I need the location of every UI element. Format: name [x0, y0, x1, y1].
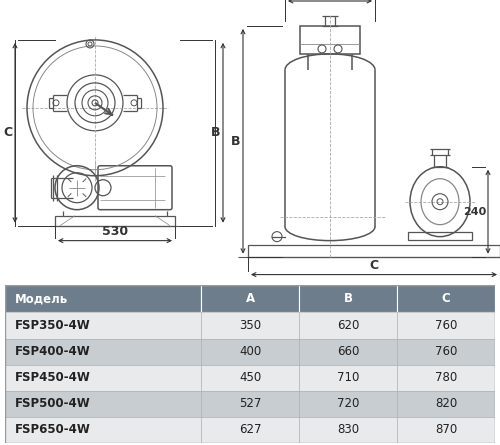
Bar — [397, 391, 495, 417]
Bar — [299, 364, 397, 391]
Text: Модель: Модель — [15, 292, 68, 305]
Text: FSP650-4W: FSP650-4W — [15, 423, 90, 436]
Bar — [397, 285, 495, 312]
Text: 760: 760 — [435, 345, 457, 358]
Text: 240: 240 — [463, 206, 486, 217]
Text: C: C — [370, 259, 378, 271]
Bar — [299, 339, 397, 364]
Bar — [408, 232, 472, 240]
Bar — [201, 417, 299, 443]
Text: FSP400-4W: FSP400-4W — [15, 345, 90, 358]
Bar — [397, 364, 495, 391]
Bar — [397, 312, 495, 339]
Text: 530: 530 — [102, 225, 128, 238]
Bar — [397, 417, 495, 443]
Bar — [5, 285, 201, 312]
Bar — [5, 417, 201, 443]
Bar — [300, 26, 360, 54]
Text: C: C — [3, 126, 12, 139]
Text: FSP350-4W: FSP350-4W — [15, 319, 90, 332]
Bar — [299, 285, 397, 312]
Bar — [5, 312, 201, 339]
Text: 350: 350 — [239, 319, 261, 332]
Bar — [201, 391, 299, 417]
Text: 527: 527 — [239, 397, 261, 410]
Bar — [299, 391, 397, 417]
Bar — [201, 285, 299, 312]
Bar — [5, 391, 201, 417]
Text: 627: 627 — [239, 423, 261, 436]
Text: 760: 760 — [435, 319, 457, 332]
Text: 720: 720 — [337, 397, 359, 410]
Text: B: B — [344, 292, 352, 305]
Text: FSP450-4W: FSP450-4W — [15, 371, 90, 384]
Bar — [201, 312, 299, 339]
Bar — [201, 364, 299, 391]
Text: 820: 820 — [435, 397, 457, 410]
Text: 450: 450 — [239, 371, 261, 384]
Bar — [397, 339, 495, 364]
Text: B: B — [230, 135, 240, 148]
Text: C: C — [442, 292, 450, 305]
Text: A: A — [246, 292, 254, 305]
Text: 620: 620 — [337, 319, 359, 332]
Text: 660: 660 — [337, 345, 359, 358]
Text: FSP500-4W: FSP500-4W — [15, 397, 90, 410]
Text: 830: 830 — [337, 423, 359, 436]
Bar — [5, 364, 201, 391]
Bar — [5, 339, 201, 364]
Bar — [201, 339, 299, 364]
Bar — [299, 312, 397, 339]
Text: B: B — [210, 126, 220, 139]
Bar — [299, 417, 397, 443]
Text: 780: 780 — [435, 371, 457, 384]
Text: 400: 400 — [239, 345, 261, 358]
Text: 870: 870 — [435, 423, 457, 436]
Text: 710: 710 — [337, 371, 359, 384]
